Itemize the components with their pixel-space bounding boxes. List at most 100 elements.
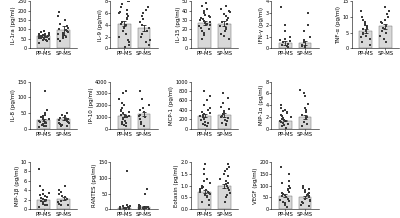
- Point: [206, 192, 213, 196]
- Point: [45, 34, 52, 38]
- Point: [124, 12, 130, 16]
- Point: [143, 41, 149, 44]
- Bar: [279, 121, 292, 129]
- Point: [277, 119, 283, 122]
- Point: [42, 36, 49, 39]
- Point: [125, 111, 132, 114]
- Point: [302, 95, 309, 98]
- Point: [120, 112, 126, 115]
- Point: [360, 32, 366, 36]
- Point: [298, 125, 305, 128]
- Point: [124, 115, 130, 119]
- Point: [286, 184, 292, 187]
- Point: [144, 29, 150, 32]
- Point: [278, 125, 285, 128]
- Point: [40, 202, 46, 205]
- Y-axis label: MIP-1β (pg/ml): MIP-1β (pg/ml): [14, 165, 20, 206]
- Point: [64, 124, 70, 128]
- Point: [120, 116, 126, 120]
- Point: [118, 109, 124, 113]
- Point: [197, 189, 204, 192]
- Point: [37, 120, 43, 124]
- Point: [277, 38, 283, 42]
- Point: [199, 184, 205, 187]
- Point: [122, 45, 128, 48]
- Point: [282, 23, 288, 27]
- Point: [299, 43, 306, 47]
- Point: [281, 37, 288, 41]
- Point: [379, 21, 386, 25]
- Point: [38, 115, 44, 119]
- Point: [140, 17, 146, 20]
- Point: [119, 101, 126, 105]
- Point: [367, 44, 374, 47]
- Point: [221, 111, 228, 114]
- Point: [202, 123, 209, 127]
- Point: [279, 114, 286, 118]
- Point: [121, 26, 128, 29]
- Point: [120, 29, 126, 32]
- Point: [302, 197, 308, 200]
- Bar: [218, 186, 231, 209]
- Point: [121, 206, 128, 209]
- Point: [37, 184, 43, 187]
- Point: [200, 113, 206, 117]
- Point: [197, 191, 203, 194]
- Point: [39, 123, 46, 127]
- Y-axis label: Eotaxin (pg/ml): Eotaxin (pg/ml): [174, 164, 179, 207]
- Point: [283, 196, 289, 199]
- Point: [300, 186, 306, 190]
- Point: [143, 206, 150, 210]
- Bar: [218, 115, 231, 129]
- Point: [380, 26, 386, 30]
- Point: [121, 119, 128, 122]
- Point: [221, 109, 228, 113]
- Point: [118, 5, 124, 9]
- Bar: [299, 197, 311, 209]
- Point: [297, 89, 304, 92]
- Point: [41, 36, 47, 39]
- Point: [40, 39, 46, 42]
- Y-axis label: IL-15 (pg/ml): IL-15 (pg/ml): [176, 7, 180, 43]
- Point: [139, 32, 146, 35]
- Point: [224, 18, 230, 22]
- Point: [40, 118, 46, 121]
- Point: [39, 35, 46, 38]
- Point: [226, 37, 232, 41]
- Point: [197, 119, 204, 122]
- Point: [204, 196, 210, 199]
- Point: [205, 121, 211, 125]
- Bar: [138, 114, 150, 129]
- Point: [62, 198, 68, 202]
- Point: [306, 204, 312, 208]
- Point: [146, 26, 153, 29]
- Point: [123, 207, 130, 210]
- Point: [204, 125, 210, 128]
- Point: [382, 28, 388, 31]
- Point: [201, 103, 207, 107]
- Point: [287, 39, 293, 43]
- Point: [117, 10, 123, 14]
- Point: [43, 204, 50, 207]
- Point: [223, 196, 229, 199]
- Point: [298, 203, 304, 206]
- Point: [118, 120, 125, 123]
- Point: [118, 113, 124, 116]
- Point: [284, 44, 290, 48]
- Point: [136, 89, 143, 93]
- Point: [201, 89, 207, 93]
- Point: [300, 184, 306, 187]
- Point: [305, 11, 311, 15]
- Point: [200, 19, 207, 23]
- Point: [366, 37, 373, 41]
- Point: [56, 192, 62, 196]
- Point: [126, 114, 132, 118]
- Point: [36, 193, 43, 197]
- Point: [42, 32, 48, 35]
- Point: [197, 187, 203, 191]
- Point: [58, 194, 65, 198]
- Point: [124, 204, 130, 207]
- Point: [125, 14, 131, 18]
- Point: [36, 205, 43, 209]
- Point: [383, 25, 389, 28]
